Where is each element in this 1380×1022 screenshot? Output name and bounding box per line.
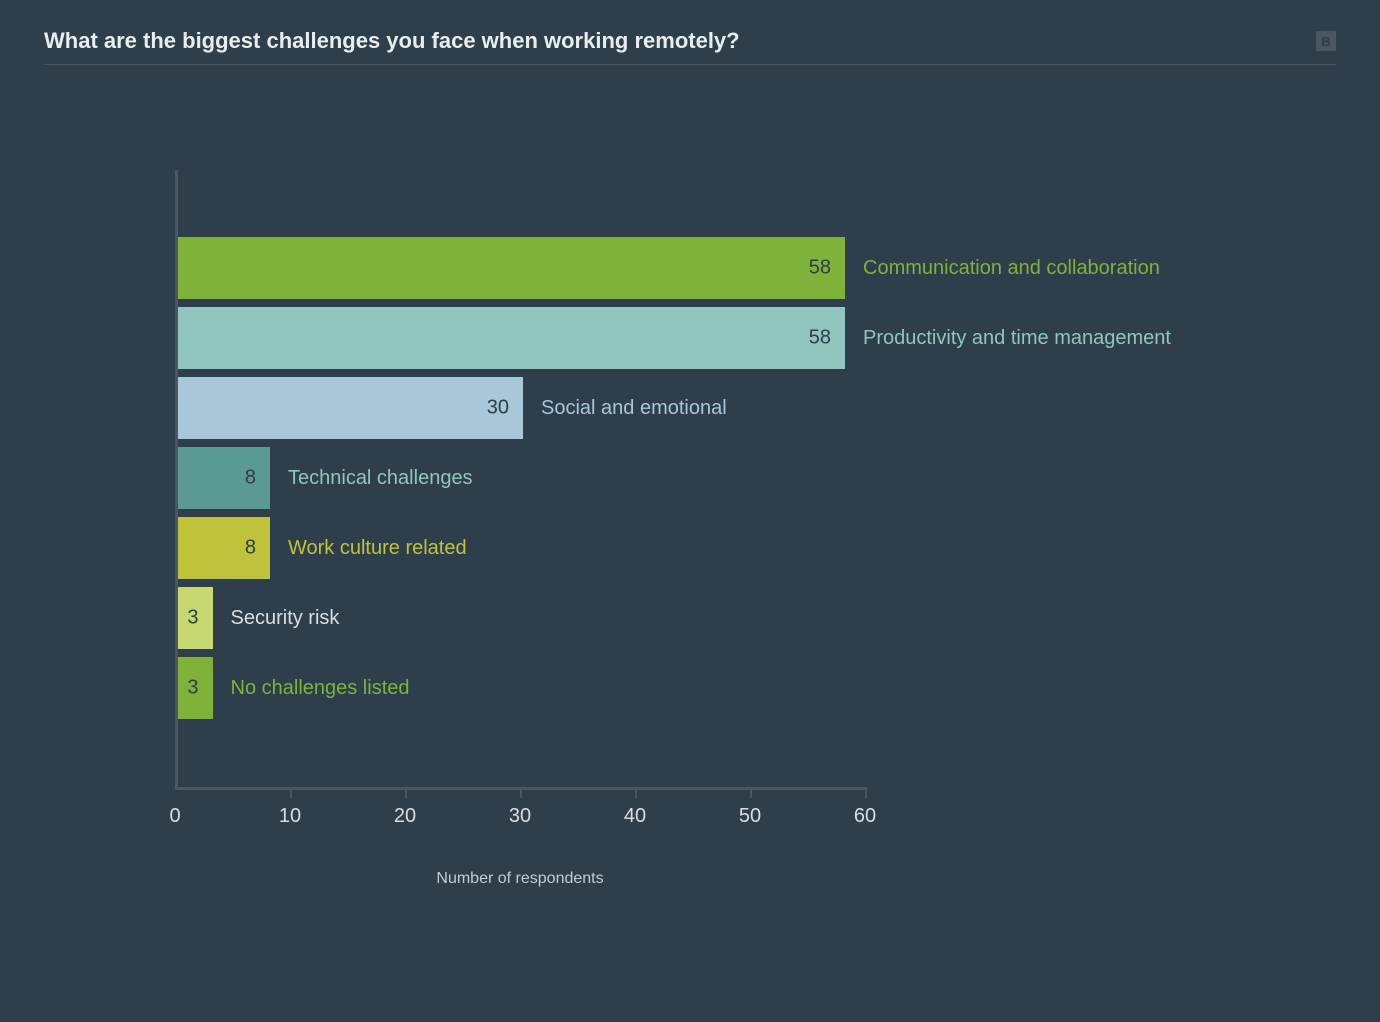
- bar-label: Social and emotional: [541, 397, 727, 420]
- x-axis-label: Number of respondents: [436, 870, 603, 888]
- bar-row: 3 Security risk: [178, 587, 339, 649]
- x-tick-label: 0: [169, 805, 180, 828]
- bar-value: 8: [245, 467, 256, 490]
- x-tick-label: 40: [624, 805, 646, 828]
- bar-row: 8 Technical challenges: [178, 447, 473, 509]
- bar-label: Productivity and time management: [863, 327, 1171, 350]
- bar-label: Security risk: [231, 607, 340, 630]
- title-divider: [44, 64, 1336, 65]
- x-tick: [865, 787, 867, 798]
- x-tick-label: 30: [509, 805, 531, 828]
- bar-value: 58: [809, 327, 831, 350]
- x-tick: [520, 787, 522, 798]
- bar-value: 30: [487, 397, 509, 420]
- bar-row: 58 Productivity and time management: [178, 307, 1171, 369]
- bar-label: No challenges listed: [231, 677, 410, 700]
- x-tick: [635, 787, 637, 798]
- bar: 8: [178, 517, 270, 579]
- bar-row: 8 Work culture related: [178, 517, 467, 579]
- bar-label: Communication and collaboration: [863, 257, 1160, 280]
- bar-row: 3 No challenges listed: [178, 657, 410, 719]
- header-row: What are the biggest challenges you face…: [44, 28, 1336, 54]
- x-tick: [405, 787, 407, 798]
- x-tick: [290, 787, 292, 798]
- bar-row: 30 Social and emotional: [178, 377, 727, 439]
- bar: 8: [178, 447, 270, 509]
- bar-value: 8: [245, 537, 256, 560]
- bar: 58: [178, 307, 845, 369]
- bar-label: Technical challenges: [288, 467, 473, 490]
- chart-title: What are the biggest challenges you face…: [44, 28, 740, 54]
- bar: 58: [178, 237, 845, 299]
- x-tick: [750, 787, 752, 798]
- bar-value: 58: [809, 257, 831, 280]
- bar: 30: [178, 377, 523, 439]
- bar-chart: Number of respondents 010203040506058Com…: [175, 170, 865, 790]
- bar: 3: [178, 587, 213, 649]
- bar-value: 3: [187, 607, 198, 630]
- x-tick-label: 50: [739, 805, 761, 828]
- bar-label: Work culture related: [288, 537, 467, 560]
- source-badge: B: [1316, 31, 1336, 51]
- bar-value: 3: [187, 677, 198, 700]
- bar-row: 58 Communication and collaboration: [178, 237, 1160, 299]
- bar: 3: [178, 657, 213, 719]
- x-tick-label: 10: [279, 805, 301, 828]
- x-tick-label: 60: [854, 805, 876, 828]
- x-tick-label: 20: [394, 805, 416, 828]
